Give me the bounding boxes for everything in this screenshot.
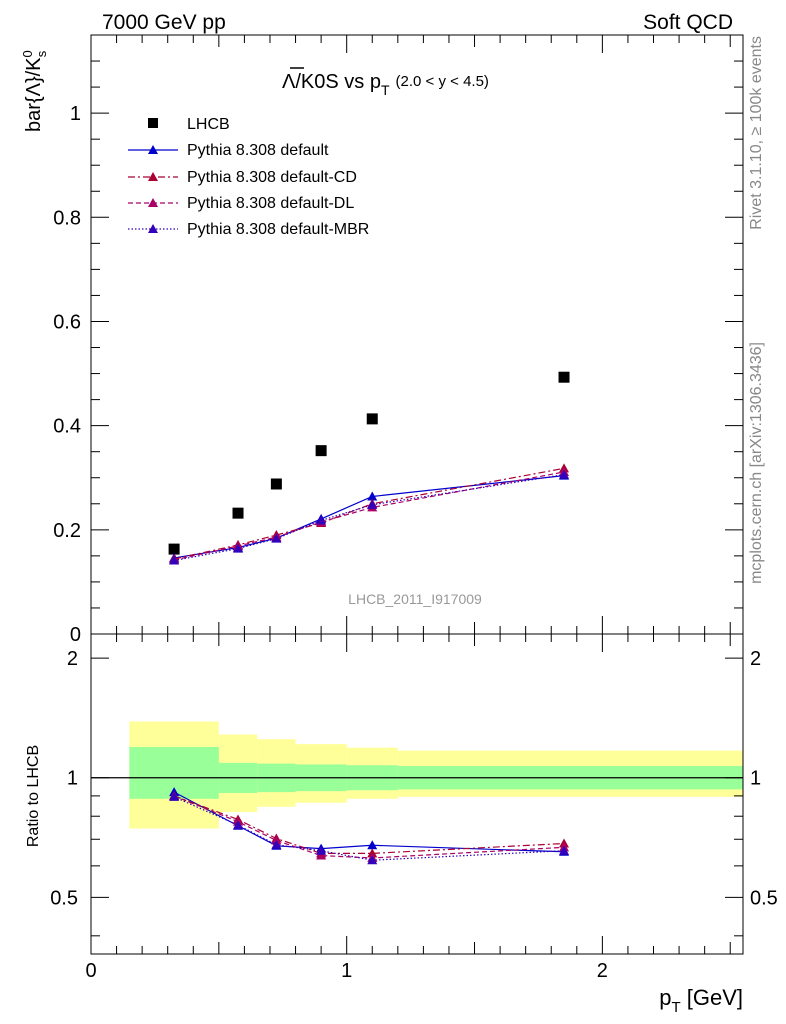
plot-title: Λ/K0S vs pT (2.0 < y < 4.5) [282, 71, 489, 98]
ratio-line-default [173, 791, 565, 853]
title-sub: T [381, 82, 390, 98]
data-point-data [168, 543, 180, 555]
ratio-ytick-label-left: 2 [67, 648, 78, 670]
title-rest: /K0S vs p [295, 71, 381, 93]
rivet-label: Rivet 3.1.10, ≥ 100k events [748, 36, 765, 230]
ratio-plot-frame [90, 633, 744, 955]
legend-marker-cd [148, 172, 158, 181]
main-ytick-label: 1 [70, 103, 81, 125]
legend-label-default: Pythia 8.308 default [187, 142, 329, 159]
ratio-marker-mbr [169, 791, 180, 801]
x-tick-label: 1 [341, 960, 352, 982]
ratio-ylabel: Ratio to LHCB [25, 745, 42, 847]
ratio-y-ticks: 0.5 0.5 1 1 2 2 [50, 648, 778, 937]
main-ytick-label: 0.6 [53, 311, 81, 333]
main-ylabel-sub: s [34, 50, 49, 57]
marker-mbr [559, 469, 570, 479]
main-y-ticks: 0 0.2 0.4 0.6 0.8 1 [53, 60, 743, 646]
ratio-line-mbr [173, 796, 565, 861]
ratio-marker-mbr [559, 845, 570, 855]
legend-marker-default [148, 145, 158, 154]
ratio-marker-dl [316, 850, 327, 860]
legend: LHCB Pythia 8.308 default Pythia 8.308 d… [128, 116, 369, 238]
marker-default [367, 491, 378, 501]
ratio-marker-mbr [316, 845, 327, 855]
legend-marker-dl [148, 198, 158, 207]
series-line-dl [173, 471, 565, 561]
ratio-series-group [169, 787, 570, 865]
header-left: 7000 GeV pp [102, 11, 226, 34]
ratio-ytick-label-right: 1 [750, 768, 761, 790]
ratio-bands [91, 721, 743, 829]
legend-label-cd: Pythia 8.308 default-CD [187, 169, 357, 186]
marker-mbr [169, 555, 180, 565]
title-lambda: Λ [282, 71, 296, 93]
main-ytick-label: 0.4 [53, 416, 81, 438]
main-ytick-label: 0.8 [53, 207, 81, 229]
main-series-group [168, 371, 570, 565]
title-range: (2.0 < y < 4.5) [396, 73, 489, 90]
main-ylabel: bar{Λ}/K0s [20, 50, 49, 132]
ratio-line-dl [173, 795, 565, 859]
marker-mbr [316, 515, 327, 525]
x-ticks: 0 1 2 [85, 35, 731, 982]
data-point-data [366, 413, 378, 425]
ratio-marker-mbr [367, 855, 378, 865]
legend-label-dl: Pythia 8.308 default-DL [187, 195, 354, 212]
data-point-data [558, 371, 570, 383]
x-axis-label: pT [GeV] [659, 985, 743, 1016]
xlabel-unit: [GeV] [681, 985, 743, 1010]
ratio-line-cd [173, 795, 565, 854]
mcplots-label: mcplots.cern.ch [arXiv:1306.3436] [748, 342, 765, 584]
x-tick-label: 2 [597, 960, 608, 982]
data-point-data [315, 445, 327, 457]
series-line-mbr [173, 474, 565, 562]
ratio-ytick-label-right: 0.5 [750, 887, 778, 909]
ratio-marker-default [367, 840, 378, 850]
marker-mbr [367, 499, 378, 509]
xlabel-sub: T [671, 999, 680, 1016]
ratio-ytick-label-right: 2 [750, 648, 761, 670]
analysis-id: LHCB_2011_I917009 [348, 591, 482, 607]
ratio-ytick-label-left: 0.5 [50, 887, 78, 909]
legend-label-data: LHCB [187, 116, 230, 133]
legend-marker-mbr [148, 224, 158, 233]
main-ytick-label: 0.2 [53, 520, 81, 542]
ratio-marker-mbr [271, 839, 282, 849]
data-point-data [270, 478, 282, 490]
main-ylabel-sup: 0 [20, 50, 35, 57]
legend-marker-data [148, 118, 158, 128]
main-ylabel-main: bar{Λ}/K [23, 57, 45, 132]
series-line-default [174, 475, 565, 559]
ratio-marker-mbr [233, 820, 244, 830]
xlabel-main: p [659, 985, 671, 1010]
x-tick-label: 0 [85, 960, 96, 982]
ratio-ytick-label-left: 1 [67, 768, 78, 790]
marker-mbr [271, 533, 282, 543]
ratio-marker-cd [367, 848, 378, 858]
marker-mbr [233, 543, 244, 553]
header-right: Soft QCD [643, 11, 733, 34]
main-ytick-label: 0 [70, 624, 81, 646]
data-point-data [232, 507, 244, 519]
legend-label-mbr: Pythia 8.308 default-MBR [187, 221, 369, 238]
